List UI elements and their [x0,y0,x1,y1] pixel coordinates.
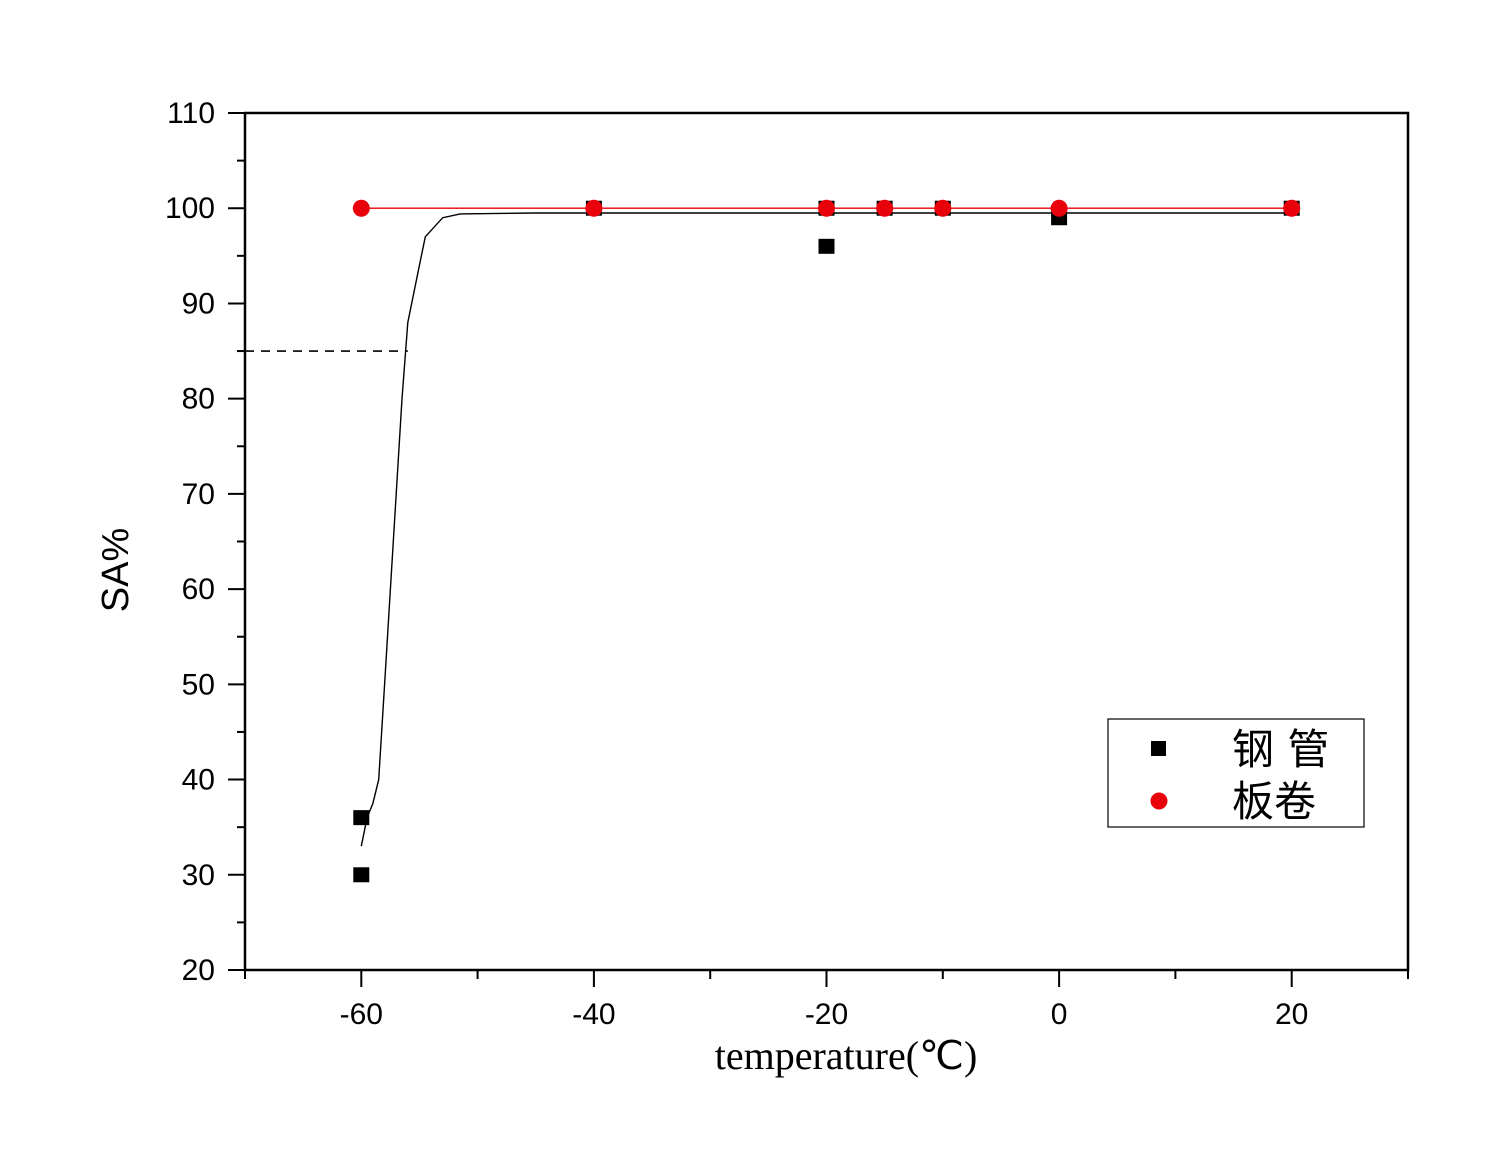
y-tick-label: 50 [182,668,215,701]
x-tick-label: -40 [572,998,615,1031]
y-tick-label: 80 [182,383,215,416]
data-point-circle [585,199,603,217]
y-tick-label: 30 [182,859,215,892]
legend-label-steel-pipe: 钢 管 [1232,725,1329,774]
data-point-square [818,238,835,254]
y-tick-label: 110 [167,97,215,130]
x-tick-label: 20 [1275,998,1308,1031]
y-tick-label: 40 [182,764,215,797]
data-point-circle [1050,199,1068,217]
data-point-circle [876,199,894,217]
data-point-circle [934,199,952,217]
data-point-circle [352,199,370,217]
y-tick-label: 70 [182,478,215,511]
legend-marker-coil [1150,792,1168,810]
y-axis-title: SA% [95,528,137,612]
data-point-circle [818,199,835,217]
legend-marker-steel-pipe [1151,741,1166,756]
legend: 钢 管 板卷 [1107,718,1365,828]
data-points [352,199,1301,883]
x-tick-label: -20 [805,998,848,1031]
x-tick-label: 0 [1051,998,1068,1031]
legend-box [1107,718,1365,828]
y-tick-label: 100 [165,192,215,225]
x-axis-title: temperature(℃) [715,1033,978,1078]
data-point-square [353,810,370,826]
y-tick-label: 90 [182,287,215,320]
data-point-circle [1283,199,1301,217]
fit-line-series-0 [360,212,1292,847]
legend-label-coil: 板卷 [1232,777,1316,826]
data-point-square [353,867,370,883]
x-tick-label: -60 [340,998,383,1031]
y-tick-label: 60 [182,573,215,606]
axes: 20 30 40 50 60 70 80 90 100 110 -60 -40 -20 0 20 [165,97,1409,1031]
y-tick-label: 20 [182,954,215,987]
